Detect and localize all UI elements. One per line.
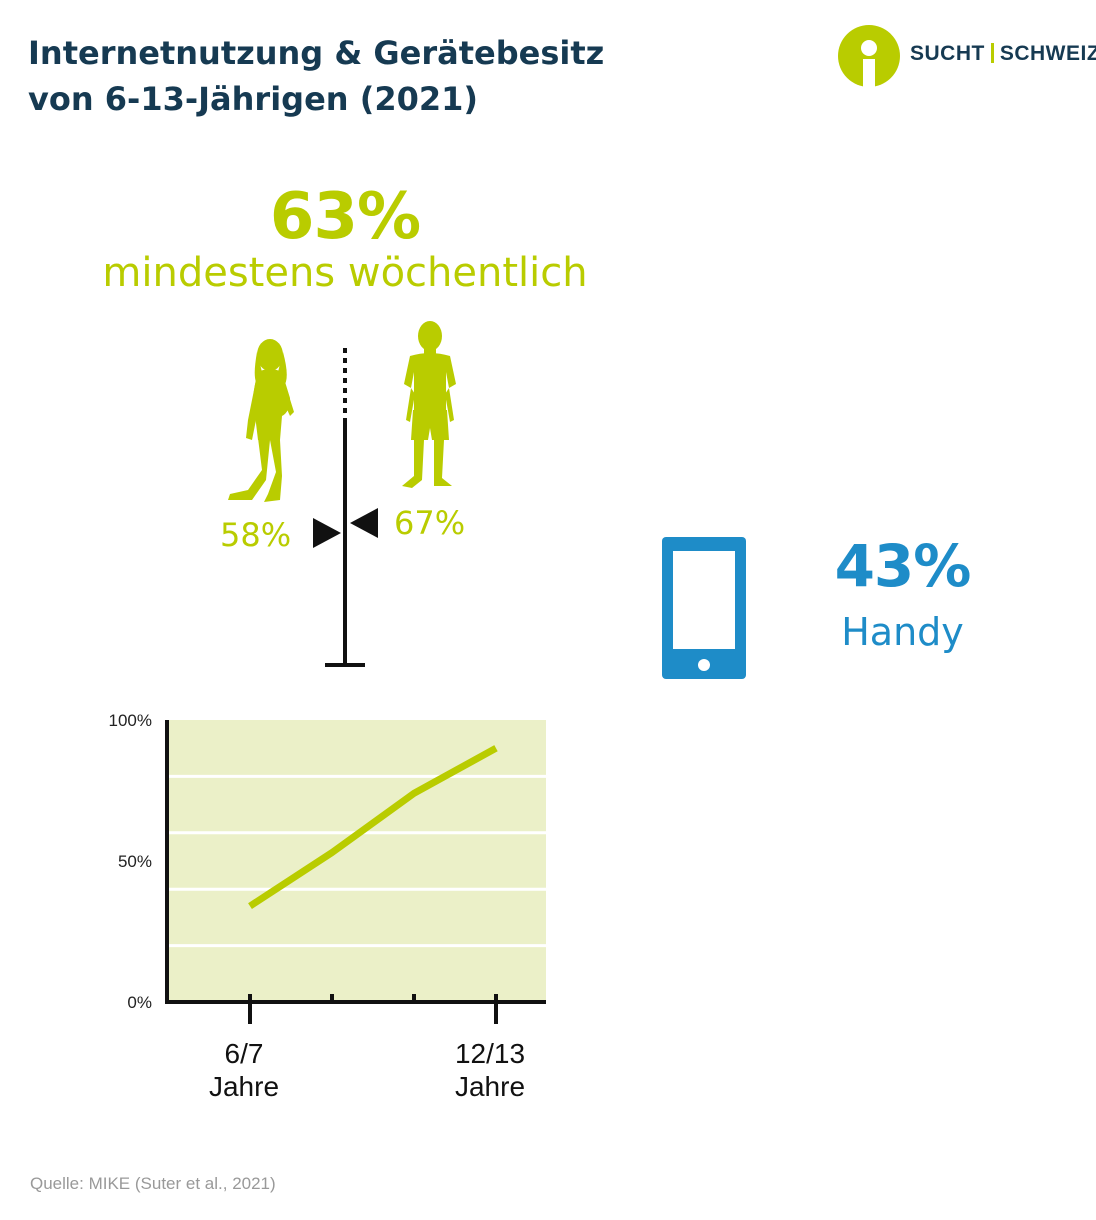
x-tick-label-unit: Jahre (209, 1071, 279, 1102)
boys-percentage: 67% (394, 504, 466, 542)
sucht-schweiz-logo-icon (838, 25, 900, 88)
logo-divider (990, 43, 994, 63)
logo-left-text: SUCHT (910, 42, 985, 65)
plot-background (167, 720, 546, 1002)
x-tick-label: 6/7 (225, 1038, 264, 1069)
girl-silhouette-icon (228, 339, 294, 502)
gender-comparison-graphic (228, 321, 456, 667)
boy-silhouette-icon (402, 321, 456, 488)
girls-marker-arrow (313, 518, 341, 548)
series-line (248, 745, 498, 910)
title-line-1: Internetnutzung & Gerätebesitz (28, 34, 605, 72)
page-title: Internetnutzung & Gerätebesitz von 6-13-… (28, 30, 668, 122)
source-note: Quelle: MIKE (Suter et al., 2021) (30, 1174, 276, 1193)
x-tick-label: 12/13 (455, 1038, 525, 1069)
y-tick-label: 50% (118, 852, 152, 871)
phone-ownership-label: Handy (841, 610, 964, 654)
x-tick-label-unit: Jahre (455, 1071, 525, 1102)
internet-usage-value: 63% (269, 180, 421, 254)
phone-ownership-value: 43% (834, 532, 972, 600)
smartphone-icon (662, 537, 746, 679)
internet-usage-label: mindestens wöchentlich (102, 250, 588, 296)
y-tick-label: 100% (109, 711, 152, 730)
girls-percentage: 58% (220, 516, 292, 554)
y-tick-label: 0% (127, 993, 152, 1012)
logo-wordmark: SUCHT SCHWEIZ (910, 42, 1096, 66)
boys-marker-arrow (350, 508, 378, 538)
logo-right-text: SCHWEIZ (999, 42, 1096, 65)
title-line-2: von 6-13-Jährigen (2021) (28, 80, 478, 118)
